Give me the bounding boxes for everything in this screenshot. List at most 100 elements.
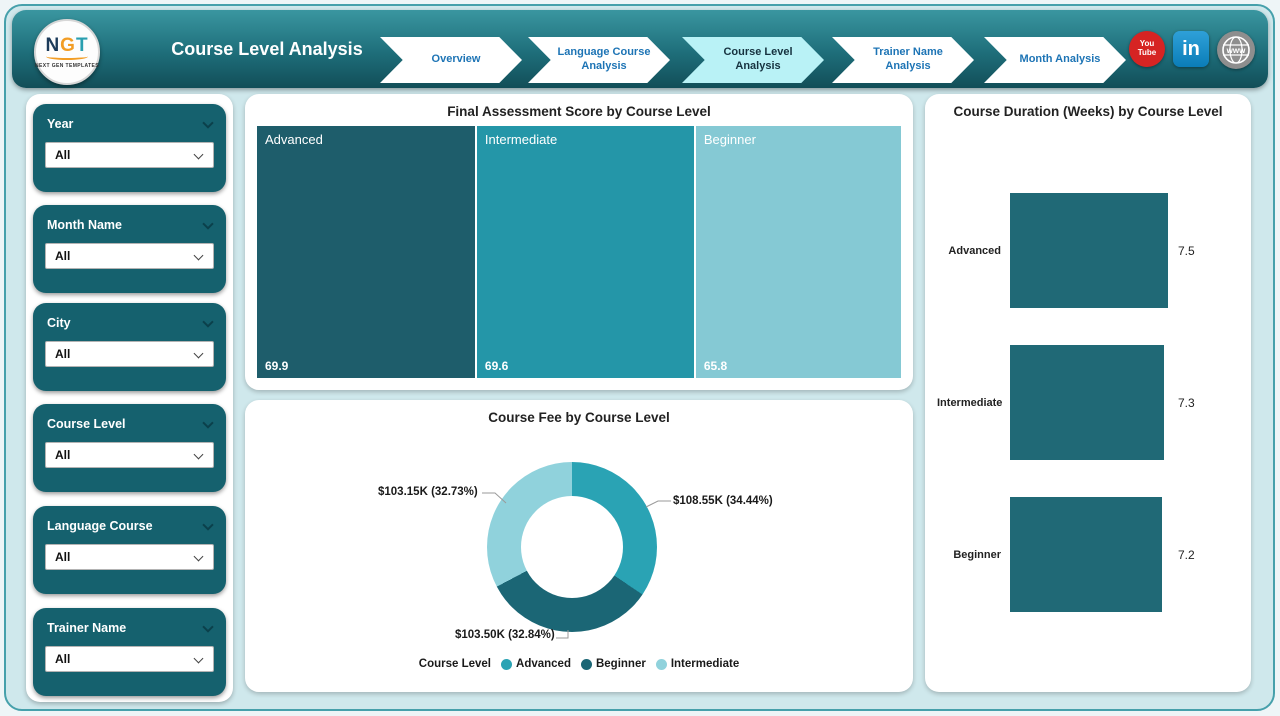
bar-value-label: 7.5 xyxy=(1178,243,1195,258)
linkedin-icon[interactable]: in xyxy=(1173,31,1209,67)
legend-item-intermediate[interactable]: Intermediate xyxy=(655,658,740,670)
nav-tab-course-level-analysis[interactable]: Course Level Analysis xyxy=(682,37,824,83)
chevron-down-icon[interactable] xyxy=(202,117,214,129)
legend-label: Beginner xyxy=(595,658,646,670)
treemap-tile-beginner[interactable]: Beginner 65.8 xyxy=(695,126,901,378)
bar-category-label: Advanced xyxy=(948,244,1001,257)
chevron-down-icon[interactable] xyxy=(202,519,214,531)
treemap-title: Final Assessment Score by Course Level xyxy=(447,104,711,119)
logo-subtext: NEXT GEN TEMPLATES xyxy=(34,62,100,69)
filter-card-year: Year All xyxy=(33,104,226,192)
donut-label-beginner: $103.50K (32.84%) xyxy=(455,629,555,641)
linkedin-text: in xyxy=(1182,37,1200,60)
donut-hole xyxy=(521,496,623,598)
legend-dot xyxy=(580,658,592,670)
nav-tab-trainer-name-analysis[interactable]: Trainer Name Analysis xyxy=(832,37,974,83)
year-select[interactable]: All xyxy=(45,142,214,168)
trainer-name-select[interactable]: All xyxy=(45,646,214,672)
bar-chart-card: Course Duration (Weeks) by Course Level … xyxy=(925,94,1251,692)
chevron-down-icon xyxy=(193,348,204,359)
treemap: Advanced 69.9 Intermediate 69.6 Beginner… xyxy=(257,126,901,378)
legend-item-beginner[interactable]: Beginner xyxy=(580,658,646,670)
chevron-down-icon[interactable] xyxy=(202,316,214,328)
donut-label-intermediate: $103.15K (32.73%) xyxy=(378,486,478,498)
bar-row-intermediate: Intermediate 7.3 xyxy=(937,345,1245,460)
bar-chart-title: Course Duration (Weeks) by Course Level xyxy=(953,104,1223,119)
logo-letter-g: G xyxy=(60,34,76,56)
legend-item-advanced[interactable]: Advanced xyxy=(501,658,571,670)
filter-card-city: City All xyxy=(33,303,226,391)
bar-advanced[interactable] xyxy=(1010,193,1168,308)
donut-legend: Course Level Advanced Beginner Intermedi… xyxy=(245,658,913,670)
course-level-select-value: All xyxy=(55,448,71,462)
bar-row-beginner: Beginner 7.2 xyxy=(937,497,1245,612)
bar-beginner[interactable] xyxy=(1010,497,1162,612)
nav-tab-language-course-analysis[interactable]: Language Course Analysis xyxy=(528,37,670,83)
filter-card-language-course: Language Course All xyxy=(33,506,226,594)
bar-category-label: Intermediate xyxy=(937,396,1003,409)
bar-row-advanced: Advanced 7.5 xyxy=(937,193,1245,308)
chevron-down-icon xyxy=(193,149,204,160)
logo-letter-n: N xyxy=(45,34,61,56)
month-name-select-value: All xyxy=(55,249,71,263)
legend-dot xyxy=(655,658,667,670)
language-course-select-value: All xyxy=(55,550,71,564)
trainer-name-select-value: All xyxy=(55,652,71,666)
chevron-down-icon[interactable] xyxy=(202,218,214,230)
language-course-select[interactable]: All xyxy=(45,544,214,570)
tile-value: 65.8 xyxy=(703,359,728,373)
treemap-tile-intermediate[interactable]: Intermediate 69.6 xyxy=(476,126,694,378)
tile-label: Intermediate xyxy=(484,132,558,147)
chevron-down-icon[interactable] xyxy=(202,621,214,633)
filter-label-month-name: Month Name xyxy=(47,218,122,232)
chevron-down-icon[interactable] xyxy=(202,417,214,429)
donut-ring[interactable] xyxy=(487,462,657,632)
legend-label: Intermediate xyxy=(670,658,740,670)
nav-tab-month-analysis[interactable]: Month Analysis xyxy=(984,37,1126,83)
youtube-text-top: You xyxy=(1139,39,1155,49)
tile-value: 69.6 xyxy=(484,359,509,373)
filter-label-year: Year xyxy=(47,117,74,131)
bar-track xyxy=(1010,497,1168,612)
bar-track xyxy=(1010,345,1168,460)
bar-value-label: 7.2 xyxy=(1178,547,1195,562)
web-globe-icon[interactable]: www xyxy=(1217,31,1255,69)
filter-label-language-course: Language Course xyxy=(47,519,153,533)
filter-card-month-name: Month Name All xyxy=(33,205,226,293)
nav-tab-overview[interactable]: Overview xyxy=(380,37,522,83)
logo-swoosh xyxy=(46,53,88,60)
donut-title: Course Fee by Course Level xyxy=(488,410,670,425)
chevron-down-icon xyxy=(193,653,204,664)
month-name-select[interactable]: All xyxy=(45,243,214,269)
page-title: Course Level Analysis xyxy=(171,38,363,59)
tile-label: Beginner xyxy=(703,132,756,147)
filter-label-trainer-name: Trainer Name xyxy=(47,621,127,635)
donut-label-advanced: $108.55K (34.44%) xyxy=(673,495,773,507)
youtube-icon[interactable]: You Tube xyxy=(1129,31,1165,67)
svg-text:www: www xyxy=(1226,46,1246,55)
tile-label: Advanced xyxy=(265,132,323,147)
tile-value: 69.9 xyxy=(265,359,289,373)
legend-title: Course Level xyxy=(418,658,492,670)
filter-label-city: City xyxy=(47,316,71,330)
bar-category-label: Beginner xyxy=(953,548,1001,561)
chevron-down-icon xyxy=(193,551,204,562)
filter-card-trainer-name: Trainer Name All xyxy=(33,608,226,696)
legend-label: Advanced xyxy=(516,658,571,670)
bar-value-label: 7.3 xyxy=(1178,395,1195,410)
globe-graphic: www xyxy=(1222,36,1250,64)
logo-letter-t: T xyxy=(75,34,89,56)
treemap-tile-advanced[interactable]: Advanced 69.9 xyxy=(257,126,475,378)
ngt-logo: NGT NEXT GEN TEMPLATES xyxy=(34,19,100,85)
filter-label-course-level: Course Level xyxy=(47,417,126,431)
treemap-card: Final Assessment Score by Course Level A… xyxy=(245,94,913,390)
city-select[interactable]: All xyxy=(45,341,214,367)
course-level-select[interactable]: All xyxy=(45,442,214,468)
bar-track xyxy=(1010,193,1168,308)
chevron-down-icon xyxy=(193,250,204,261)
header-bar: NGT NEXT GEN TEMPLATES Course Level Anal… xyxy=(12,10,1268,88)
donut-card: Course Fee by Course Level $103.15K (32.… xyxy=(245,400,913,692)
filter-sidebar: Year All Month Name All City All Course … xyxy=(26,94,233,702)
bar-intermediate[interactable] xyxy=(1010,345,1164,460)
city-select-value: All xyxy=(55,347,71,361)
